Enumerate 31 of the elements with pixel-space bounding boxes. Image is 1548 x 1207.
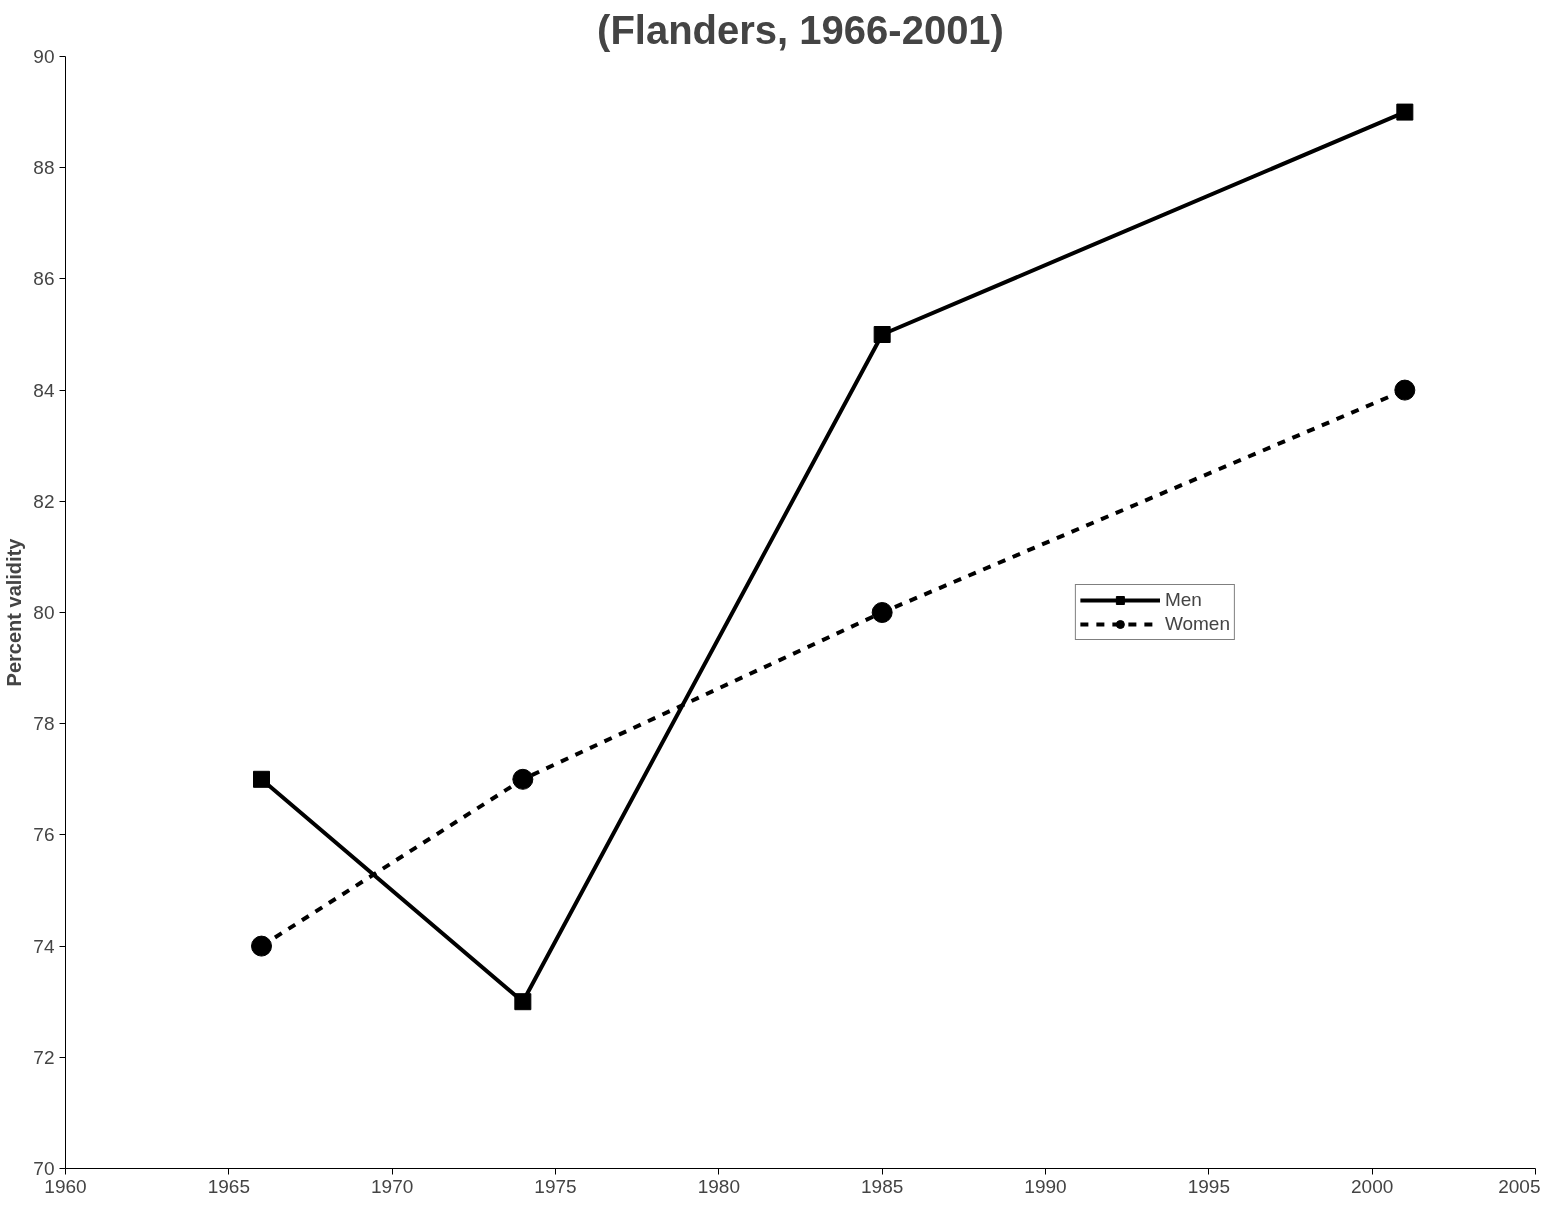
y-tick-label: 78 xyxy=(33,713,55,735)
y-tick-label: 86 xyxy=(33,268,55,290)
point xyxy=(873,326,891,343)
y-tick-label: 88 xyxy=(33,157,55,179)
x-tick-label: 1985 xyxy=(861,1175,904,1197)
y-axis-title: Percent validity xyxy=(3,537,26,687)
chart-title: (Flanders, 1966-2001) xyxy=(597,7,1004,52)
y-tick-label: 84 xyxy=(33,379,55,401)
y-tick-label: 74 xyxy=(33,935,55,957)
point xyxy=(253,770,270,788)
y-tick-label: 80 xyxy=(33,602,55,623)
x-tick-label: 1965 xyxy=(207,1175,250,1197)
x-tick-label: 2005 xyxy=(1498,1175,1541,1197)
point xyxy=(514,993,532,1011)
legend-label: Women xyxy=(1164,613,1230,635)
x-tick-label: 1970 xyxy=(371,1175,414,1197)
point xyxy=(871,602,893,623)
x-tick-label: 1990 xyxy=(1024,1175,1067,1197)
point xyxy=(251,935,272,957)
y-tick-label: 76 xyxy=(33,824,55,846)
point xyxy=(1394,379,1416,401)
y-tick-label: 90 xyxy=(33,46,55,67)
y-tick-label: 72 xyxy=(33,1046,55,1068)
legend-label: Men xyxy=(1164,589,1202,611)
x-tick-label: 1995 xyxy=(1187,1175,1230,1197)
x-tick-label: 1975 xyxy=(534,1175,577,1197)
x-tick-label: 2000 xyxy=(1351,1175,1394,1197)
y-tick-label: 82 xyxy=(33,490,55,512)
point xyxy=(1396,103,1414,121)
point xyxy=(512,768,534,790)
x-tick-label: 1980 xyxy=(697,1175,740,1197)
